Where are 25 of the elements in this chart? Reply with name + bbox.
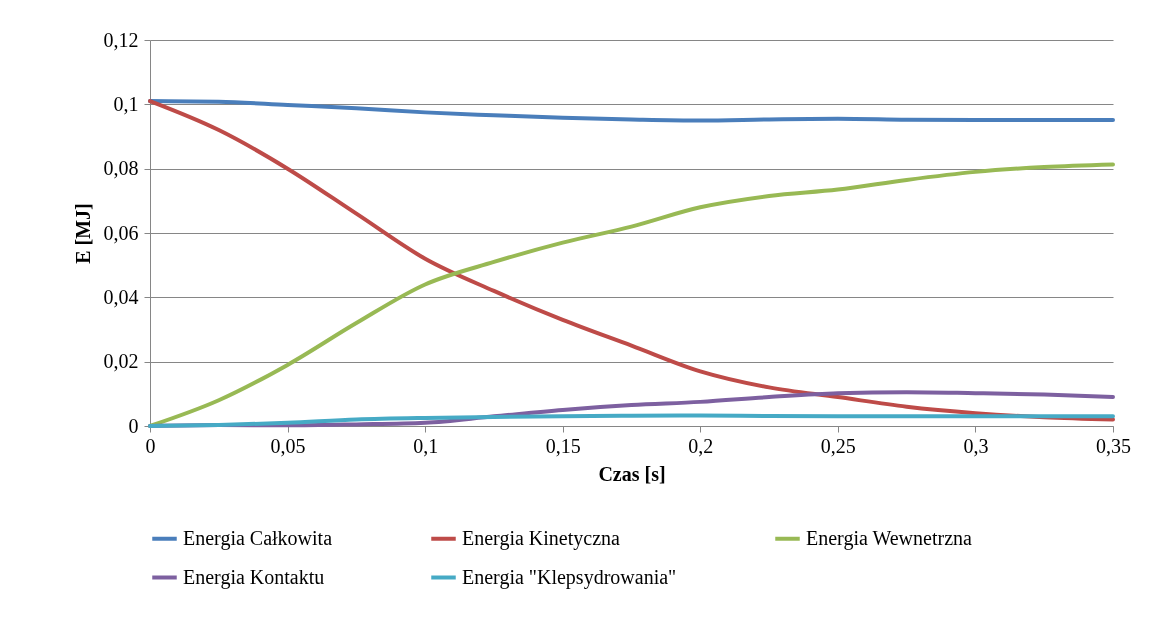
- y-tick-label: 0,06: [103, 221, 139, 244]
- x-tick-label: 0,15: [545, 434, 581, 457]
- x-tick-label: 0,35: [1096, 434, 1131, 457]
- legend-label: Energia Kinetyczna: [462, 526, 621, 550]
- y-tick-label: 0,12: [103, 28, 139, 51]
- x-tick-label: 0,25: [820, 434, 856, 457]
- y-tick-label: 0,1: [113, 92, 139, 115]
- y-axis-title: E [MJ]: [71, 203, 94, 264]
- x-tick-label: 0,3: [963, 434, 989, 457]
- y-tick-label: 0,08: [103, 157, 139, 180]
- legend-label: Energia Wewnetrzna: [806, 526, 973, 550]
- y-tick-label: 0: [128, 414, 139, 437]
- y-tick-label: 0,02: [103, 350, 139, 373]
- legend-label: Energia Kontaktu: [183, 565, 325, 589]
- line-series: [148, 413, 1115, 428]
- x-tick-label: 0,05: [270, 434, 306, 457]
- y-tick-label: 0,04: [103, 285, 139, 308]
- line-series: [148, 99, 1115, 123]
- x-axis-title: Czas [s]: [598, 462, 666, 485]
- legend-label: Energia "Klepsydrowania": [462, 565, 677, 589]
- x-tick-label: 0,1: [413, 434, 439, 457]
- legend-label: Energia Całkowita: [183, 526, 333, 550]
- line-series: [148, 99, 1115, 422]
- x-tick-label: 0: [145, 434, 156, 457]
- x-tick-label: 0,2: [688, 434, 714, 457]
